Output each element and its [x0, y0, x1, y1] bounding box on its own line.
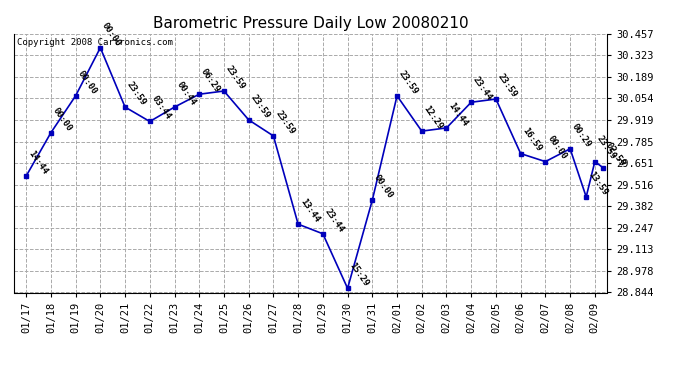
Text: 23:59: 23:59: [248, 93, 271, 120]
Text: 23:59: 23:59: [595, 134, 618, 162]
Text: 00:00: 00:00: [545, 134, 568, 162]
Text: 00:44: 00:44: [175, 80, 197, 107]
Text: 23:59: 23:59: [397, 69, 420, 96]
Title: Barometric Pressure Daily Low 20080210: Barometric Pressure Daily Low 20080210: [152, 16, 469, 31]
Text: 23:59: 23:59: [496, 72, 519, 99]
Text: 23:59: 23:59: [224, 64, 247, 91]
Text: 02:59: 02:59: [604, 141, 627, 168]
Text: 03:44: 03:44: [150, 94, 172, 122]
Text: 00:00: 00:00: [100, 21, 123, 48]
Text: 00:00: 00:00: [373, 173, 395, 200]
Text: 14:44: 14:44: [446, 101, 469, 128]
Text: 15:29: 15:29: [348, 261, 371, 288]
Text: 16:59: 16:59: [521, 126, 544, 154]
Text: Copyright 2008 Cartronics.com: Copyright 2008 Cartronics.com: [17, 38, 172, 46]
Text: 13:44: 13:44: [298, 197, 321, 224]
Text: 00:29: 00:29: [570, 122, 593, 149]
Text: 13:59: 13:59: [586, 170, 609, 197]
Text: 23:44: 23:44: [323, 207, 346, 234]
Text: 00:00: 00:00: [76, 69, 99, 96]
Text: 06:29: 06:29: [199, 67, 222, 94]
Text: 12:29: 12:29: [422, 104, 444, 131]
Text: 14:44: 14:44: [26, 149, 49, 176]
Text: 23:59: 23:59: [273, 109, 296, 136]
Text: 00:00: 00:00: [51, 105, 74, 133]
Text: 23:44: 23:44: [471, 75, 494, 102]
Text: 23:59: 23:59: [125, 80, 148, 107]
